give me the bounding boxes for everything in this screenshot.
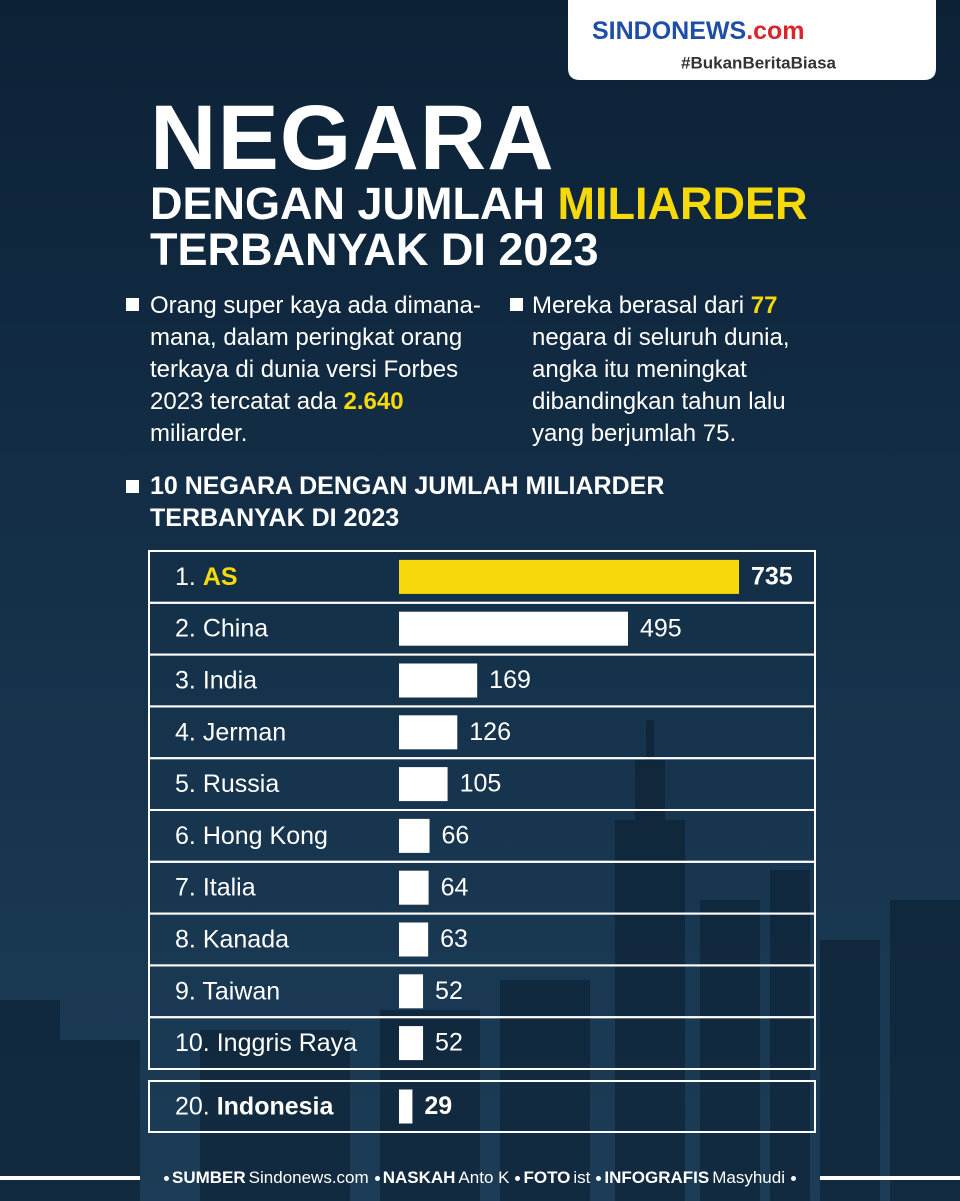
bar xyxy=(399,1089,413,1124)
value-label: 52 xyxy=(435,1029,463,1057)
value-label: 64 xyxy=(441,873,469,901)
category: Kanada xyxy=(203,925,289,953)
row-label: 3. India xyxy=(175,666,257,694)
intro-text: Mereka berasal dari 77 negara di seluruh… xyxy=(532,290,822,450)
rank: 10. xyxy=(175,1029,210,1057)
rank: 4. xyxy=(175,718,196,746)
rank: 7. xyxy=(175,873,196,901)
row-label: 10. Inggris Raya xyxy=(175,1029,357,1057)
title-line: NEGARA xyxy=(150,87,555,189)
rank: 8. xyxy=(175,925,196,953)
tagline: #BukanBeritaBiasa xyxy=(681,53,837,72)
category: Jerman xyxy=(203,718,286,746)
text: Orang super kaya ada dimana-mana, dalam … xyxy=(150,292,481,415)
row-box xyxy=(148,1080,816,1133)
bullet xyxy=(510,298,523,311)
category: Hong Kong xyxy=(203,822,328,850)
category: Inggris Raya xyxy=(217,1029,357,1057)
rank: 20. xyxy=(175,1092,210,1120)
separator xyxy=(515,1176,521,1182)
category: India xyxy=(203,666,257,694)
separator xyxy=(164,1176,169,1182)
title-highlight: MILIARDER xyxy=(557,178,808,229)
credit-value: Masyhudi xyxy=(712,1168,785,1187)
value-label: 52 xyxy=(435,977,463,1005)
value-label: 169 xyxy=(489,666,531,694)
bullet xyxy=(126,298,139,311)
bar xyxy=(399,1026,424,1061)
text: negara di seluruh dunia, angka itu menin… xyxy=(532,324,790,447)
separator xyxy=(596,1176,602,1182)
bar xyxy=(399,974,424,1009)
row-label: 5. Russia xyxy=(175,770,279,798)
bar xyxy=(399,818,430,853)
row-label: 2. China xyxy=(175,614,268,642)
rank: 6. xyxy=(175,822,196,850)
row-label: 20. Indonesia xyxy=(175,1092,335,1120)
value-label: 126 xyxy=(469,718,511,746)
value-label: 63 xyxy=(440,925,468,953)
credit-value: Sindonews.com xyxy=(248,1168,369,1187)
row-label: 4. Jerman xyxy=(175,718,286,746)
category: Taiwan xyxy=(202,977,280,1005)
title-text: DENGAN JUMLAH xyxy=(150,178,558,229)
title-line: TERBANYAK DI 2023 xyxy=(150,224,599,275)
value-label: 735 xyxy=(751,563,793,591)
bar xyxy=(399,559,739,594)
title-line: DENGAN JUMLAH MILIARDER xyxy=(150,180,808,228)
logo: SINDONEWS.com xyxy=(592,17,805,45)
highlight: 2.640 xyxy=(343,388,404,415)
text: miliarder. xyxy=(150,420,248,447)
credit-label: SUMBER xyxy=(172,1168,246,1187)
city-silhouette xyxy=(0,720,960,1201)
category: Russia xyxy=(203,770,280,798)
bullet xyxy=(126,480,139,493)
row-box xyxy=(148,1016,816,1071)
bar xyxy=(399,715,458,750)
row-label: 9. Taiwan xyxy=(175,977,280,1005)
category: Indonesia xyxy=(217,1092,335,1120)
intro-text: Orang super kaya ada dimana-mana, dalam … xyxy=(150,290,495,450)
rank: 5. xyxy=(175,770,196,798)
text: Mereka berasal dari xyxy=(532,292,751,319)
bar xyxy=(399,870,429,905)
value-label: 29 xyxy=(424,1092,452,1120)
category: Italia xyxy=(203,873,256,901)
bar xyxy=(399,611,628,646)
rank: 2. xyxy=(175,614,196,642)
chart-title: 10 NEGARA DENGAN JUMLAH MILIARDER TERBAN… xyxy=(150,472,665,532)
separator xyxy=(791,1176,796,1182)
highlight: 77 xyxy=(750,292,778,319)
rank: 1. xyxy=(175,563,196,591)
value-label: 66 xyxy=(442,822,470,850)
category: China xyxy=(203,614,268,642)
credit-label: NASKAH xyxy=(382,1168,456,1187)
row-label: 8. Kanada xyxy=(175,925,289,953)
credit-value: ist xyxy=(573,1168,591,1187)
rank: 3. xyxy=(175,666,196,694)
value-label: 495 xyxy=(640,614,682,642)
rank: 9. xyxy=(175,977,196,1005)
separator xyxy=(374,1176,380,1182)
bar xyxy=(399,663,478,698)
value-label: 105 xyxy=(460,770,502,798)
credit-value: Anto K xyxy=(458,1168,510,1187)
credit-label: INFOGRAFIS xyxy=(604,1168,710,1187)
bar xyxy=(399,922,429,957)
row-label: 7. Italia xyxy=(175,873,256,901)
logo-box xyxy=(568,0,936,80)
row-label: 6. Hong Kong xyxy=(175,822,328,850)
footer: SUMBER Sindonews.com NASKAH Anto K FOTO ist IN… xyxy=(140,1166,820,1190)
row-label: 1. AS xyxy=(175,563,238,591)
credit-label: FOTO xyxy=(523,1168,571,1187)
category: AS xyxy=(203,563,238,591)
bar xyxy=(399,767,448,802)
bar-chart: 1. AS 735 2. China 495 3. India 169 4. Jerman 1… xyxy=(148,550,816,1133)
